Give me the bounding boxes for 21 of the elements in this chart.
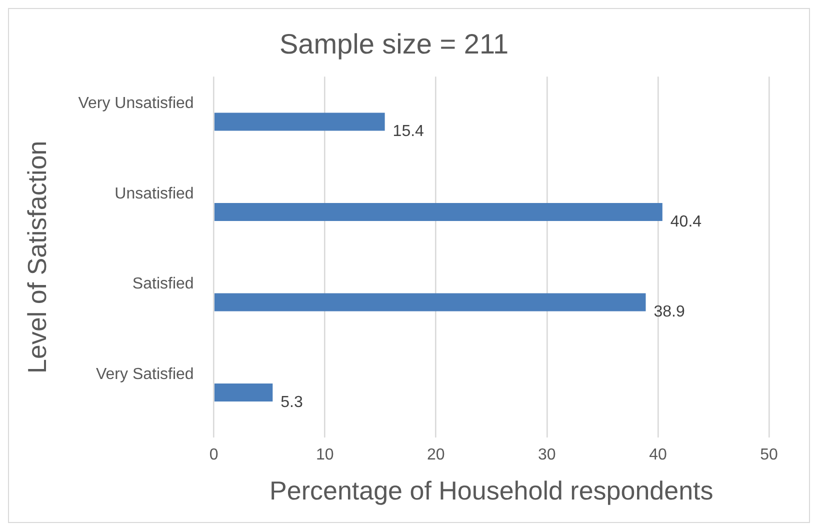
x-tick-label: 50 [760,446,778,464]
data-label: 38.9 [654,304,685,321]
data-label: 15.4 [392,123,424,140]
y-tick-label: Unsatisfied [114,185,194,202]
data-label: 5.3 [280,394,304,411]
y-tick-label: Very Unsatisfied [78,95,194,112]
y-tick-label: Very Satisfied [96,366,194,383]
x-tick-label: 40 [649,446,667,464]
bar [214,293,646,312]
y-axis-title: Level of Satisfaction [22,140,52,374]
bar [214,202,662,221]
x-tick-label: 10 [316,446,334,464]
x-axis-title: Percentage of Household respondents [270,476,714,506]
bar [214,383,273,402]
bar [214,112,385,131]
chart-title: Sample size = 211 [279,28,509,60]
x-tick-label: 30 [538,446,556,464]
x-tick-label: 20 [426,446,445,464]
x-tick-label: 0 [209,446,218,464]
y-tick-label: Satisfied [132,276,194,293]
data-label: 40.4 [670,213,702,230]
